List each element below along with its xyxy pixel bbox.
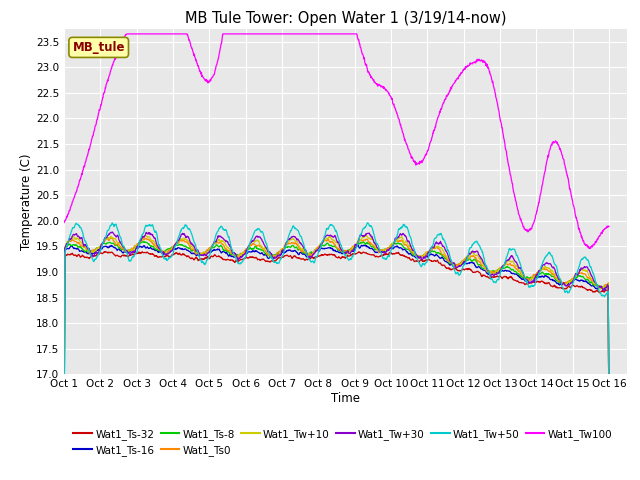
- X-axis label: Time: Time: [331, 392, 360, 405]
- Text: MB_tule: MB_tule: [72, 41, 125, 54]
- Title: MB Tule Tower: Open Water 1 (3/19/14-now): MB Tule Tower: Open Water 1 (3/19/14-now…: [185, 11, 506, 26]
- Legend: Wat1_Ts-32, Wat1_Ts-16, Wat1_Ts-8, Wat1_Ts0, Wat1_Tw+10, Wat1_Tw+30, Wat1_Tw+50,: Wat1_Ts-32, Wat1_Ts-16, Wat1_Ts-8, Wat1_…: [69, 424, 616, 460]
- Y-axis label: Temperature (C): Temperature (C): [20, 153, 33, 250]
